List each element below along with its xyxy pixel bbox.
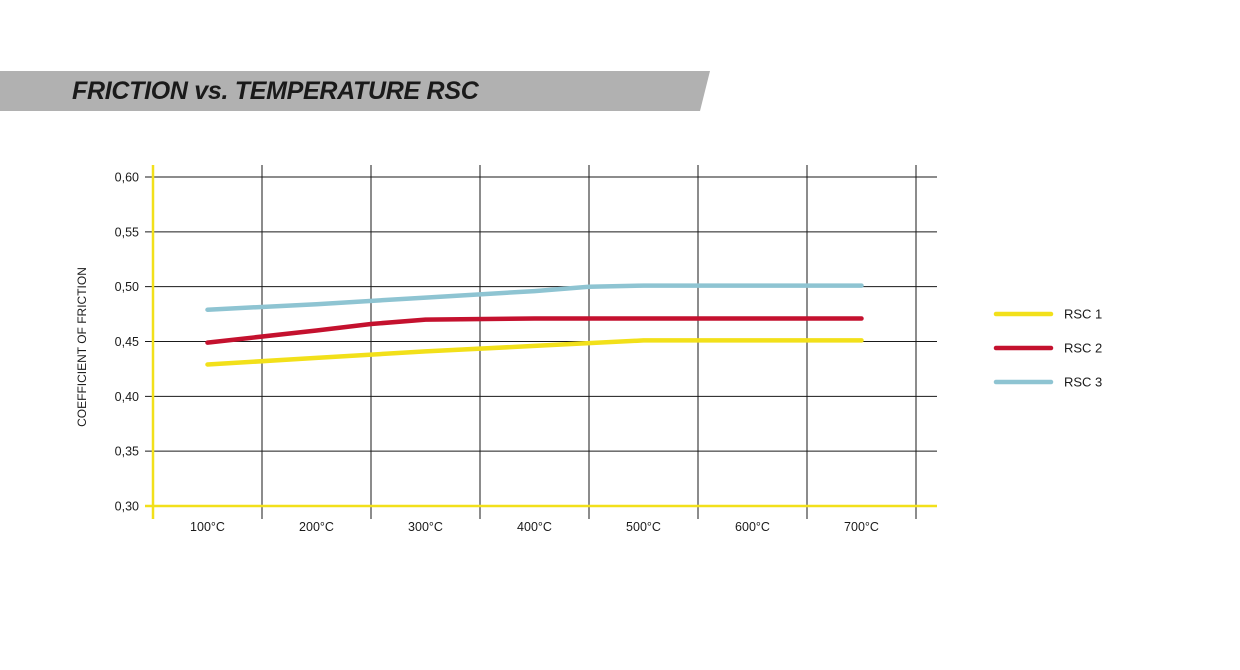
y-axis-label: COEFFICIENT OF FRICTION: [75, 267, 89, 427]
y-tick-label: 0,40: [115, 390, 139, 404]
legend-label: RSC 1: [1064, 307, 1102, 322]
title-banner: FRICTION vs. TEMPERATURE RSC: [0, 71, 710, 111]
legend-label: RSC 2: [1064, 341, 1102, 356]
legend: RSC 1 RSC 2 RSC 3: [993, 307, 1102, 390]
x-tick-label: 300°C: [408, 520, 443, 534]
x-tick-label: 500°C: [626, 520, 661, 534]
tick-labels: 0,30 0,35 0,40 0,45 0,50 0,55 0,60 100°C 200°C 30…: [115, 171, 879, 535]
y-tick-label: 0,55: [115, 225, 139, 239]
x-tick-label: 100°C: [190, 520, 225, 534]
y-tick-label: 0,35: [115, 445, 139, 459]
axes: [145, 165, 937, 519]
y-tick-label: 0,50: [115, 280, 139, 294]
grid: [145, 165, 937, 519]
x-tick-label: 600°C: [735, 520, 770, 534]
x-tick-label: 200°C: [299, 520, 334, 534]
series-line-rsc-1: [205, 338, 864, 367]
series-line-rsc-2: [205, 316, 864, 345]
y-tick-label: 0,60: [115, 171, 139, 185]
y-tick-label: 0,45: [115, 335, 139, 349]
x-tick-label: 700°C: [844, 520, 879, 534]
series-line-rsc-3: [205, 283, 864, 312]
title-banner-shape: [0, 71, 710, 111]
page-title: FRICTION vs. TEMPERATURE RSC: [72, 77, 479, 105]
legend-label: RSC 3: [1064, 375, 1102, 390]
series-lines: [205, 283, 864, 367]
y-tick-label: 0,30: [115, 500, 139, 514]
x-tick-label: 400°C: [517, 520, 552, 534]
